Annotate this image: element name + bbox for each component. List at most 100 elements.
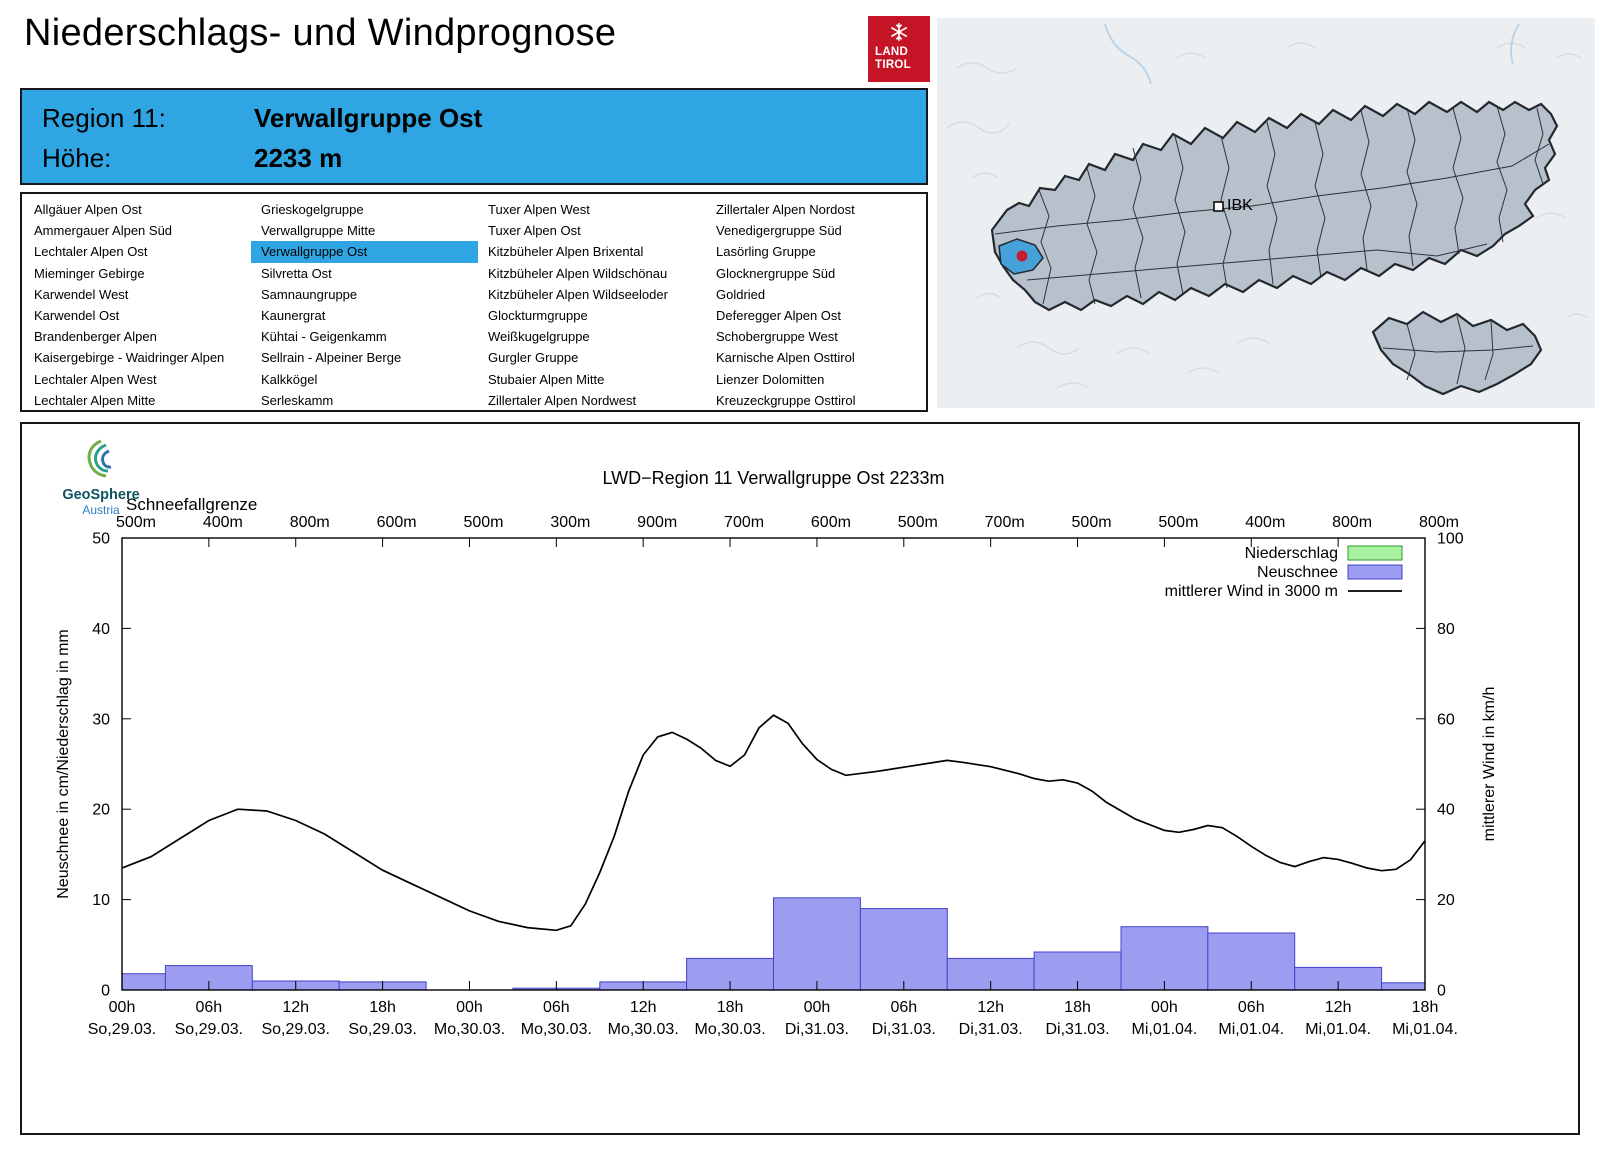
region-list-item[interactable]: Samnaungruppe (261, 286, 358, 302)
region-list-item[interactable]: Deferegger Alpen Ost (716, 307, 842, 323)
svg-text:900m: 900m (637, 514, 677, 531)
region-list-item[interactable]: Lasörling Gruppe (716, 244, 816, 260)
svg-text:Neuschnee: Neuschnee (1257, 564, 1338, 581)
geosphere-logo-icon (87, 439, 112, 478)
region-list-item[interactable]: Allgäuer Alpen Ost (34, 202, 142, 217)
svg-text:00h: 00h (456, 999, 483, 1016)
geosphere-logo-sub: Austria (82, 503, 120, 517)
map-relief (946, 42, 1588, 389)
svg-text:06h: 06h (1238, 999, 1265, 1016)
region-list-item[interactable]: Glocknergruppe Süd (716, 265, 836, 281)
svg-text:500m: 500m (1158, 514, 1198, 531)
region-list-item[interactable]: Karnische Alpen Osttirol (716, 350, 855, 366)
region-list-item[interactable]: Kalkkögel (261, 371, 318, 387)
region-list-item[interactable]: Lechtaler Alpen Mitte (34, 392, 156, 408)
region-list-item[interactable]: Kitzbüheler Alpen Brixental (488, 244, 644, 260)
region-list-item[interactable]: Brandenberger Alpen (34, 329, 157, 345)
region-list-item[interactable]: Grieskogelgruppe (261, 202, 364, 217)
region-list-item[interactable]: Kitzbüheler Alpen Wildschönau (488, 265, 668, 281)
svg-text:800m: 800m (290, 514, 330, 531)
region-list-item[interactable]: Tuxer Alpen Ost (488, 223, 581, 239)
svg-text:500m: 500m (463, 514, 503, 531)
region-list-item[interactable]: Tuxer Alpen West (488, 202, 590, 217)
neuschnee-bars (121, 897, 1426, 991)
region-list: Allgäuer Alpen Ost Ammergauer Alpen Süd Le… (20, 192, 928, 412)
altitude-value: 2233 m (254, 142, 343, 173)
svg-text:Di,31.03.: Di,31.03. (872, 1021, 936, 1038)
region-list-item[interactable]: Karwendel West (34, 286, 129, 302)
svg-text:06h: 06h (196, 999, 223, 1016)
svg-text:400m: 400m (203, 514, 243, 531)
region-list-item[interactable]: Schobergruppe West (716, 329, 838, 345)
region-list-item[interactable]: Mieminger Gebirge (34, 265, 145, 281)
altitude-label: Höhe: (42, 142, 112, 173)
forecast-chart: LWD−Region 11 Verwallgruppe Ost 2233m Sch… (55, 468, 1498, 1038)
region-list-item[interactable]: Lechtaler Alpen West (34, 371, 157, 387)
snowflake-icon (891, 22, 907, 42)
svg-text:mittlerer Wind in 3000 m: mittlerer Wind in 3000 m (1165, 583, 1338, 600)
svg-text:500m: 500m (898, 514, 938, 531)
region-list-item[interactable]: Zillertaler Alpen Nordost (716, 202, 855, 217)
wind-line (121, 714, 1426, 932)
region-list-item[interactable]: Kühtai - Geigenkamm (261, 329, 387, 345)
region-marker-dot (1016, 250, 1028, 262)
region-list-item[interactable]: Ammergauer Alpen Süd (34, 223, 173, 239)
region-number-label: Region 11: (42, 102, 166, 133)
map-rivers (1104, 23, 1520, 85)
svg-text:00h: 00h (1151, 999, 1178, 1016)
region-list-item[interactable]: Kreuzeckgruppe Osttirol (716, 392, 856, 408)
region-list-item[interactable]: Lienzer Dolomitten (716, 371, 825, 387)
chart-title: LWD−Region 11 Verwallgruppe Ost 2233m (602, 468, 944, 488)
region-list-item[interactable]: Silvretta Ost (261, 265, 332, 281)
svg-text:Mo,30.03.: Mo,30.03. (434, 1021, 505, 1038)
svg-text:00h: 00h (109, 999, 136, 1016)
svg-text:12h: 12h (977, 999, 1004, 1016)
svg-text:20: 20 (92, 802, 110, 819)
region-list-item[interactable]: Glockturmgruppe (488, 307, 588, 323)
region-list-item[interactable]: Zillertaler Alpen Nordwest (488, 392, 637, 408)
region-name-value: Verwallgruppe Ost (254, 102, 483, 133)
snowline-values: 500m 400m 800m 600m 500m 300m 900m 700m 600m 500m… (116, 514, 1459, 531)
svg-text:40: 40 (1437, 802, 1455, 819)
svg-text:0: 0 (101, 983, 110, 1000)
region-list-item[interactable]: Verwallgruppe Mitte (261, 223, 376, 239)
svg-text:12h: 12h (282, 999, 309, 1016)
region-list-item[interactable]: Venedigergruppe Süd (716, 223, 842, 239)
region-list-item[interactable]: Kitzbüheler Alpen Wildseeloder (488, 286, 668, 302)
region-list-item[interactable]: Karwendel Ost (34, 307, 120, 323)
region-list-item[interactable]: Kaisergebirge - Waidringer Alpen (34, 350, 225, 366)
svg-text:30: 30 (92, 711, 110, 728)
svg-text:18h: 18h (1064, 999, 1091, 1016)
svg-text:18h: 18h (369, 999, 396, 1016)
svg-text:So,29.03.: So,29.03. (175, 1021, 244, 1038)
north-tirol-region (990, 100, 1559, 312)
svg-text:Di,31.03.: Di,31.03. (959, 1021, 1023, 1038)
region-list-item[interactable]: Goldried (716, 286, 766, 302)
region-list-item[interactable]: Lechtaler Alpen Ost (34, 244, 148, 260)
tirol-map: IBK (937, 18, 1595, 408)
svg-text:18h: 18h (1412, 999, 1439, 1016)
y-axis-right: 0 20 40 60 80 100 (1416, 531, 1464, 1000)
region-header: Region 11: Verwallgruppe Ost Höhe: 2233 … (20, 88, 928, 185)
region-list-item[interactable]: Serleskamm (261, 392, 334, 408)
land-tirol-logo-text: LAND TIROL (868, 46, 911, 72)
region-list-item[interactable]: Sellrain - Alpeiner Berge (261, 350, 402, 366)
svg-text:100: 100 (1437, 531, 1464, 548)
svg-text:Mi,01.04.: Mi,01.04. (1131, 1021, 1197, 1038)
svg-text:50: 50 (92, 531, 110, 548)
svg-text:18h: 18h (717, 999, 744, 1016)
svg-text:700m: 700m (985, 514, 1025, 531)
svg-text:Di,31.03.: Di,31.03. (1046, 1021, 1110, 1038)
region-list-item[interactable]: Verwallgruppe Ost (251, 241, 478, 263)
region-list-column: Grieskogelgruppe Verwallgruppe Mitte Verwa… (251, 199, 478, 411)
east-tirol-borders (1382, 315, 1534, 385)
svg-text:Di,31.03.: Di,31.03. (785, 1021, 849, 1038)
region-list-item[interactable]: Kaunergrat (261, 307, 326, 323)
region-list-item[interactable]: Gurgler Gruppe (488, 350, 579, 366)
svg-text:Mo,30.03.: Mo,30.03. (608, 1021, 679, 1038)
svg-text:So,29.03.: So,29.03. (348, 1021, 417, 1038)
district-borders (994, 105, 1550, 305)
region-list-item[interactable]: Weißkugelgruppe (488, 329, 590, 345)
svg-text:Mo,30.03.: Mo,30.03. (694, 1021, 765, 1038)
region-list-item[interactable]: Stubaier Alpen Mitte (488, 371, 605, 387)
